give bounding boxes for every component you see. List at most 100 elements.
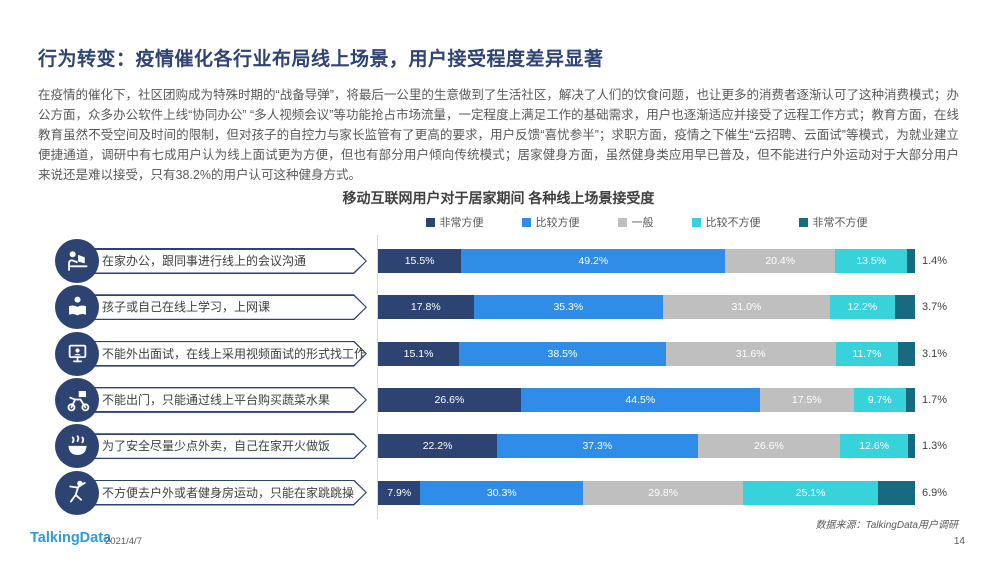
segment-value-label: 15.5% <box>404 255 435 267</box>
legend-swatch <box>521 217 531 227</box>
online-class-icon <box>55 285 99 330</box>
segment-value-label: 44.5% <box>625 393 656 406</box>
legend-swatch <box>425 217 435 227</box>
bar-track: 7.9% 30.3% 29.8% 25.1% <box>378 480 915 505</box>
legend-item: 一般 <box>617 214 654 230</box>
bar-segment: 13.5% <box>834 249 908 273</box>
segment-value-label: 11.7% <box>852 347 882 360</box>
legend-swatch <box>798 217 808 227</box>
segment-value-label: 29.8% <box>648 486 679 499</box>
chart-row: 孩子或自己在线上学习，上网课 17.8% 35.3% 31.0% 12.2% 3.7% <box>38 284 959 330</box>
segment-value-label: 49.2% <box>578 255 609 267</box>
bar-segment: 49.2% <box>461 249 726 273</box>
outside-value-label: 3.1% <box>922 347 948 360</box>
bar-segment <box>877 480 915 505</box>
bar-segment <box>905 387 915 412</box>
chart-row: 不能出门，只能通过线上平台购买蔬菜水果 26.6% 44.5% 17.5% 9.7% 1.… <box>38 377 959 423</box>
bar-segment: 15.1% <box>378 341 460 366</box>
bar-segment: 15.5% <box>378 249 462 273</box>
segment-value-label: 12.2% <box>847 301 878 314</box>
bar-segment: 12.6% <box>840 434 908 459</box>
legend-swatch <box>617 217 627 227</box>
category-arrow-fill <box>86 250 366 273</box>
bar-segment: 30.3% <box>420 480 584 505</box>
bar-segment: 17.8% <box>378 295 474 320</box>
bar-segment: 7.9% <box>378 480 421 505</box>
segment-value-label: 15.1% <box>403 347 434 360</box>
bar-segment: 29.8% <box>583 480 744 505</box>
chart-row: 在家办公，跟同事进行线上的会议沟通 15.5% 49.2% 20.4% 13.5% 1.4… <box>38 238 959 284</box>
segment-value-label: 37.3% <box>582 440 613 453</box>
category-arrow-label: 为了安全尽量少点外卖，自己在家开火做饭 <box>84 433 367 459</box>
bar-track: 15.5% 49.2% 20.4% 13.5% <box>378 249 915 273</box>
outside-value-label: 6.9% <box>922 486 948 499</box>
page-title: 行为转变：疫情催化各行业布局线上场景，用户接受程度差异显著 <box>38 49 604 70</box>
chart-row: 不方便去户外或者健身房运动，只能在家跳跳操 7.9% 30.3% 29.8% 25.1%… <box>38 470 959 516</box>
category-arrow-label: 不能出门，只能通过线上平台购买蔬菜水果 <box>84 387 367 413</box>
bar-track: 15.1% 38.5% 31.6% 11.7% <box>378 341 915 366</box>
chart-row: 为了安全尽量少点外卖，自己在家开火做饭 22.2% 37.3% 26.6% 12.6% 1… <box>38 423 959 469</box>
legend-label: 比较不方便 <box>705 217 761 229</box>
legend-item: 比较方便 <box>521 214 580 230</box>
bar-segment: 17.5% <box>759 387 854 412</box>
category-label: 孩子或自己在线上学习，上网课 <box>102 300 271 315</box>
outside-value-label: 1.3% <box>922 440 948 453</box>
bar-segment: 12.2% <box>829 295 896 320</box>
bar-segment: 20.4% <box>725 249 835 273</box>
axis-line <box>377 235 378 519</box>
segment-value-label: 38.5% <box>547 347 578 360</box>
bar-segment: 37.3% <box>497 434 698 459</box>
home-cooking-icon <box>55 424 99 469</box>
outside-value-label: 1.7% <box>922 393 948 406</box>
chart-area: 在家办公，跟同事进行线上的会议沟通 15.5% 49.2% 20.4% 13.5% 1.4… <box>38 235 959 519</box>
legend-label: 一般 <box>631 217 654 229</box>
outside-value-label: 1.4% <box>922 255 948 267</box>
segment-value-label: 17.8% <box>410 301 441 314</box>
segment-value-label: 31.6% <box>735 347 766 360</box>
segment-value-label: 25.1% <box>795 486 826 499</box>
slide-date: 2021/4/7 <box>105 536 142 547</box>
segment-value-label: 12.6% <box>859 440 890 453</box>
chart-row: 不能外出面试，在线上采用视频面试的形式找工作 15.1% 38.5% 31.6% 11.… <box>38 331 959 377</box>
home-office-icon <box>55 239 99 283</box>
bar-segment <box>907 249 915 273</box>
bar-segment: 22.2% <box>378 434 498 459</box>
legend-swatch <box>691 217 701 227</box>
segment-value-label: 35.3% <box>553 301 584 314</box>
chart-title: 移动互联网用户对于居家期间 各种线上场景接受度 <box>342 190 655 206</box>
category-label: 不能出门，只能通过线上平台购买蔬菜水果 <box>102 392 331 407</box>
segment-value-label: 7.9% <box>387 486 412 499</box>
legend-item: 比较不方便 <box>691 214 761 230</box>
page-number: 14 <box>953 536 965 547</box>
segment-value-label: 31.0% <box>731 301 762 314</box>
category-arrow-fill <box>86 296 366 319</box>
bar-segment: 31.0% <box>663 295 830 320</box>
video-interview-icon <box>55 331 99 376</box>
segment-value-label: 9.7% <box>867 393 892 406</box>
bar-segment: 25.1% <box>743 480 878 505</box>
segment-value-label: 13.5% <box>856 255 887 267</box>
grocery-delivery-icon <box>55 377 99 422</box>
category-arrow-fill <box>86 481 366 504</box>
category-label: 为了安全尽量少点外卖，自己在家开火做饭 <box>102 439 331 454</box>
segment-value-label: 17.5% <box>791 393 822 406</box>
segment-value-label: 26.6% <box>434 393 465 406</box>
category-label: 不方便去户外或者健身房运动，只能在家跳跳操 <box>102 485 355 500</box>
legend-label: 非常不方便 <box>812 217 868 229</box>
legend: 非常方便 比较方便 一般 比较不方便 非常不方便 <box>378 214 915 230</box>
category-arrow-fill <box>86 388 366 411</box>
legend-item: 非常方便 <box>425 214 484 230</box>
category-arrow-label: 不能外出面试，在线上采用视频面试的形式找工作 <box>84 341 367 367</box>
home-workout-icon <box>55 470 99 515</box>
segment-value-label: 20.4% <box>765 255 796 267</box>
legend-label: 非常方便 <box>439 217 484 229</box>
body-paragraph: 在疫情的催化下，社区团购成为特殊时期的“战备导弹”，将最后一公里的生意做到了生活… <box>38 88 959 182</box>
bar-segment: 38.5% <box>459 341 666 366</box>
category-label: 在家办公，跟同事进行线上的会议沟通 <box>102 254 307 268</box>
legend-item: 非常不方便 <box>798 214 868 230</box>
bar-segment: 31.6% <box>665 341 836 366</box>
legend-label: 比较方便 <box>535 217 580 229</box>
bar-segment: 9.7% <box>853 387 906 412</box>
category-arrow-fill <box>86 435 366 458</box>
bar-segment: 35.3% <box>473 295 664 320</box>
